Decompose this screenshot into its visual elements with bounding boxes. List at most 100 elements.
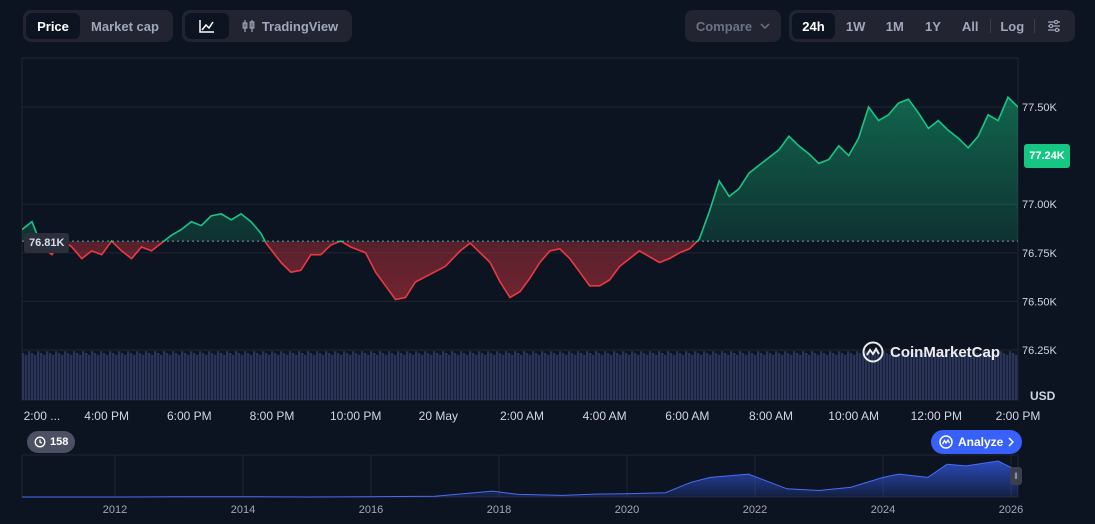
volume-bar — [331, 354, 334, 400]
volume-bar — [181, 351, 184, 400]
x-tick-label: 12:00 PM — [911, 409, 962, 423]
volume-bar — [556, 354, 559, 400]
volume-bar — [976, 353, 979, 400]
volume-bar — [778, 353, 781, 400]
volume-bar — [166, 353, 169, 400]
y-tick-label: 77.00K — [1022, 199, 1058, 211]
volume-bar — [622, 351, 625, 400]
volume-bar — [517, 353, 520, 400]
volume-bar — [958, 353, 961, 400]
line-chart-icon — [199, 20, 214, 33]
range-24h[interactable]: 24h — [792, 13, 836, 39]
volume-bar — [649, 351, 652, 400]
volume-bar — [289, 351, 292, 400]
volume-bar — [496, 351, 499, 400]
volume-bar — [916, 354, 919, 400]
volume-bar — [592, 354, 595, 400]
volume-bar — [895, 353, 898, 400]
range-all[interactable]: All — [961, 18, 979, 34]
volume-bar — [799, 354, 802, 400]
volume-bar — [790, 354, 793, 400]
tab-price[interactable]: Price — [26, 13, 80, 39]
volume-bar — [286, 354, 289, 400]
volume-bar — [481, 353, 484, 400]
range-1m[interactable]: 1M — [885, 18, 904, 34]
volume-bar — [349, 354, 352, 400]
volume-bar — [196, 354, 199, 400]
volume-bar — [760, 353, 763, 400]
history-year-label: 2018 — [487, 504, 511, 516]
volume-bar — [43, 354, 46, 400]
volume-bar — [796, 353, 799, 400]
tradingview-tab[interactable]: TradingView — [231, 13, 349, 39]
volume-bar — [400, 353, 403, 400]
range-1w[interactable]: 1W — [845, 18, 866, 34]
volume-bar — [667, 351, 670, 400]
volume-bar — [217, 351, 220, 400]
line-chart-tab[interactable] — [185, 13, 229, 39]
volume-bar — [886, 353, 889, 400]
range-slider-handle[interactable]: ‖ — [1010, 467, 1022, 485]
volume-bar — [259, 354, 262, 400]
volume-bar — [505, 351, 508, 400]
history-badge[interactable]: 158 — [27, 431, 76, 453]
volume-bar — [397, 351, 400, 400]
volume-bar — [961, 354, 964, 400]
volume-bar — [298, 351, 301, 400]
settings-button[interactable] — [1037, 13, 1072, 39]
volume-bar — [775, 351, 778, 400]
volume-bar — [745, 354, 748, 400]
volume-bar — [142, 354, 145, 400]
volume-bar — [130, 353, 133, 400]
metric-tabs: Price Market cap — [23, 10, 173, 42]
x-tick-label: 10:00 AM — [828, 409, 879, 423]
volume-bar — [343, 351, 346, 400]
volume-bar — [103, 353, 106, 400]
analyze-button[interactable]: Analyze — [931, 430, 1023, 454]
volume-bar — [154, 351, 157, 400]
volume-bar — [889, 354, 892, 400]
volume-bar — [712, 351, 715, 400]
volume-bar — [220, 353, 223, 400]
volume-bar — [547, 354, 550, 400]
x-tick-label: 2:00 ... — [24, 409, 61, 423]
volume-bar — [85, 353, 88, 400]
volume-bar — [235, 351, 238, 400]
x-tick-label: 20 May — [419, 409, 458, 423]
volume-bar — [190, 351, 193, 400]
range-divider — [989, 19, 991, 33]
compare-dropdown[interactable]: Compare — [685, 10, 781, 42]
volume-bar — [514, 351, 517, 400]
log-toggle[interactable]: Log — [1000, 18, 1025, 34]
volume-bar — [1003, 353, 1006, 400]
volume-bar — [367, 354, 370, 400]
volume-bar — [94, 353, 97, 400]
volume-bar — [430, 354, 433, 400]
history-year-label: 2024 — [871, 504, 895, 516]
volume-bar — [952, 354, 955, 400]
tab-market-cap[interactable]: Market cap — [91, 18, 159, 34]
volume-bar — [835, 354, 838, 400]
volume-bar — [457, 354, 460, 400]
volume-bar — [844, 354, 847, 400]
volume-bar — [1009, 351, 1012, 400]
volume-bar — [643, 353, 646, 400]
volume-bar — [697, 353, 700, 400]
view-tabs: TradingView — [182, 10, 352, 42]
volume-bar — [64, 351, 67, 400]
volume-bar — [817, 354, 820, 400]
range-1y[interactable]: 1Y — [924, 18, 941, 34]
range-tabs: 24h 1W 1M 1Y All Log — [789, 10, 1075, 42]
volume-bar — [754, 354, 757, 400]
volume-bar — [562, 353, 565, 400]
volume-bar — [490, 353, 493, 400]
volume-bar — [610, 354, 613, 400]
volume-bar — [1015, 354, 1018, 400]
chevron-down-icon — [760, 23, 770, 29]
history-year-label: 2026 — [999, 504, 1023, 516]
volume-bar — [580, 353, 583, 400]
volume-bar — [421, 354, 424, 400]
volume-bar — [724, 353, 727, 400]
volume-bar — [202, 353, 205, 400]
